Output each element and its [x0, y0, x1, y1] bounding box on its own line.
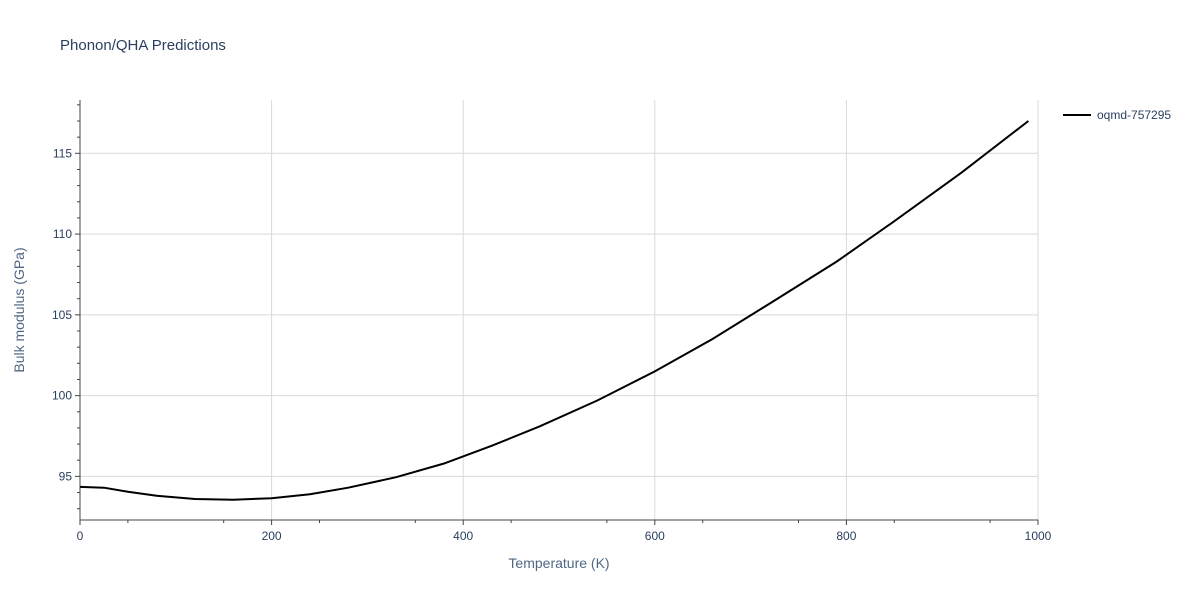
x-tick-label: 200 — [262, 529, 282, 543]
legend[interactable]: oqmd-757295 — [1063, 108, 1171, 122]
legend-label[interactable]: oqmd-757295 — [1097, 108, 1171, 122]
chart-title: Phonon/QHA Predictions — [60, 37, 226, 54]
y-axis-ticks: 95 100 105 110 115 — [52, 104, 80, 510]
axes — [79, 100, 1038, 521]
y-tick-label: 100 — [52, 389, 72, 403]
y-tick-label: 95 — [59, 469, 73, 483]
y-tick-label: 105 — [52, 308, 72, 322]
grid — [80, 100, 1039, 520]
series-layer — [79, 120, 1030, 501]
x-axis-ticks: 0 200 400 600 800 1000 — [77, 520, 1052, 543]
x-tick-label: 600 — [645, 529, 665, 543]
series-line — [79, 120, 1030, 501]
y-axis-title: Bulk modulus (GPa) — [11, 247, 27, 372]
y-tick-label: 115 — [53, 146, 72, 160]
x-tick-label: 1000 — [1025, 529, 1052, 543]
x-tick-label: 0 — [77, 529, 84, 543]
x-tick-label: 800 — [836, 529, 856, 543]
x-axis-title: Temperature (K) — [508, 555, 609, 571]
x-tick-label: 400 — [453, 529, 473, 543]
y-tick-label: 110 — [53, 227, 72, 241]
